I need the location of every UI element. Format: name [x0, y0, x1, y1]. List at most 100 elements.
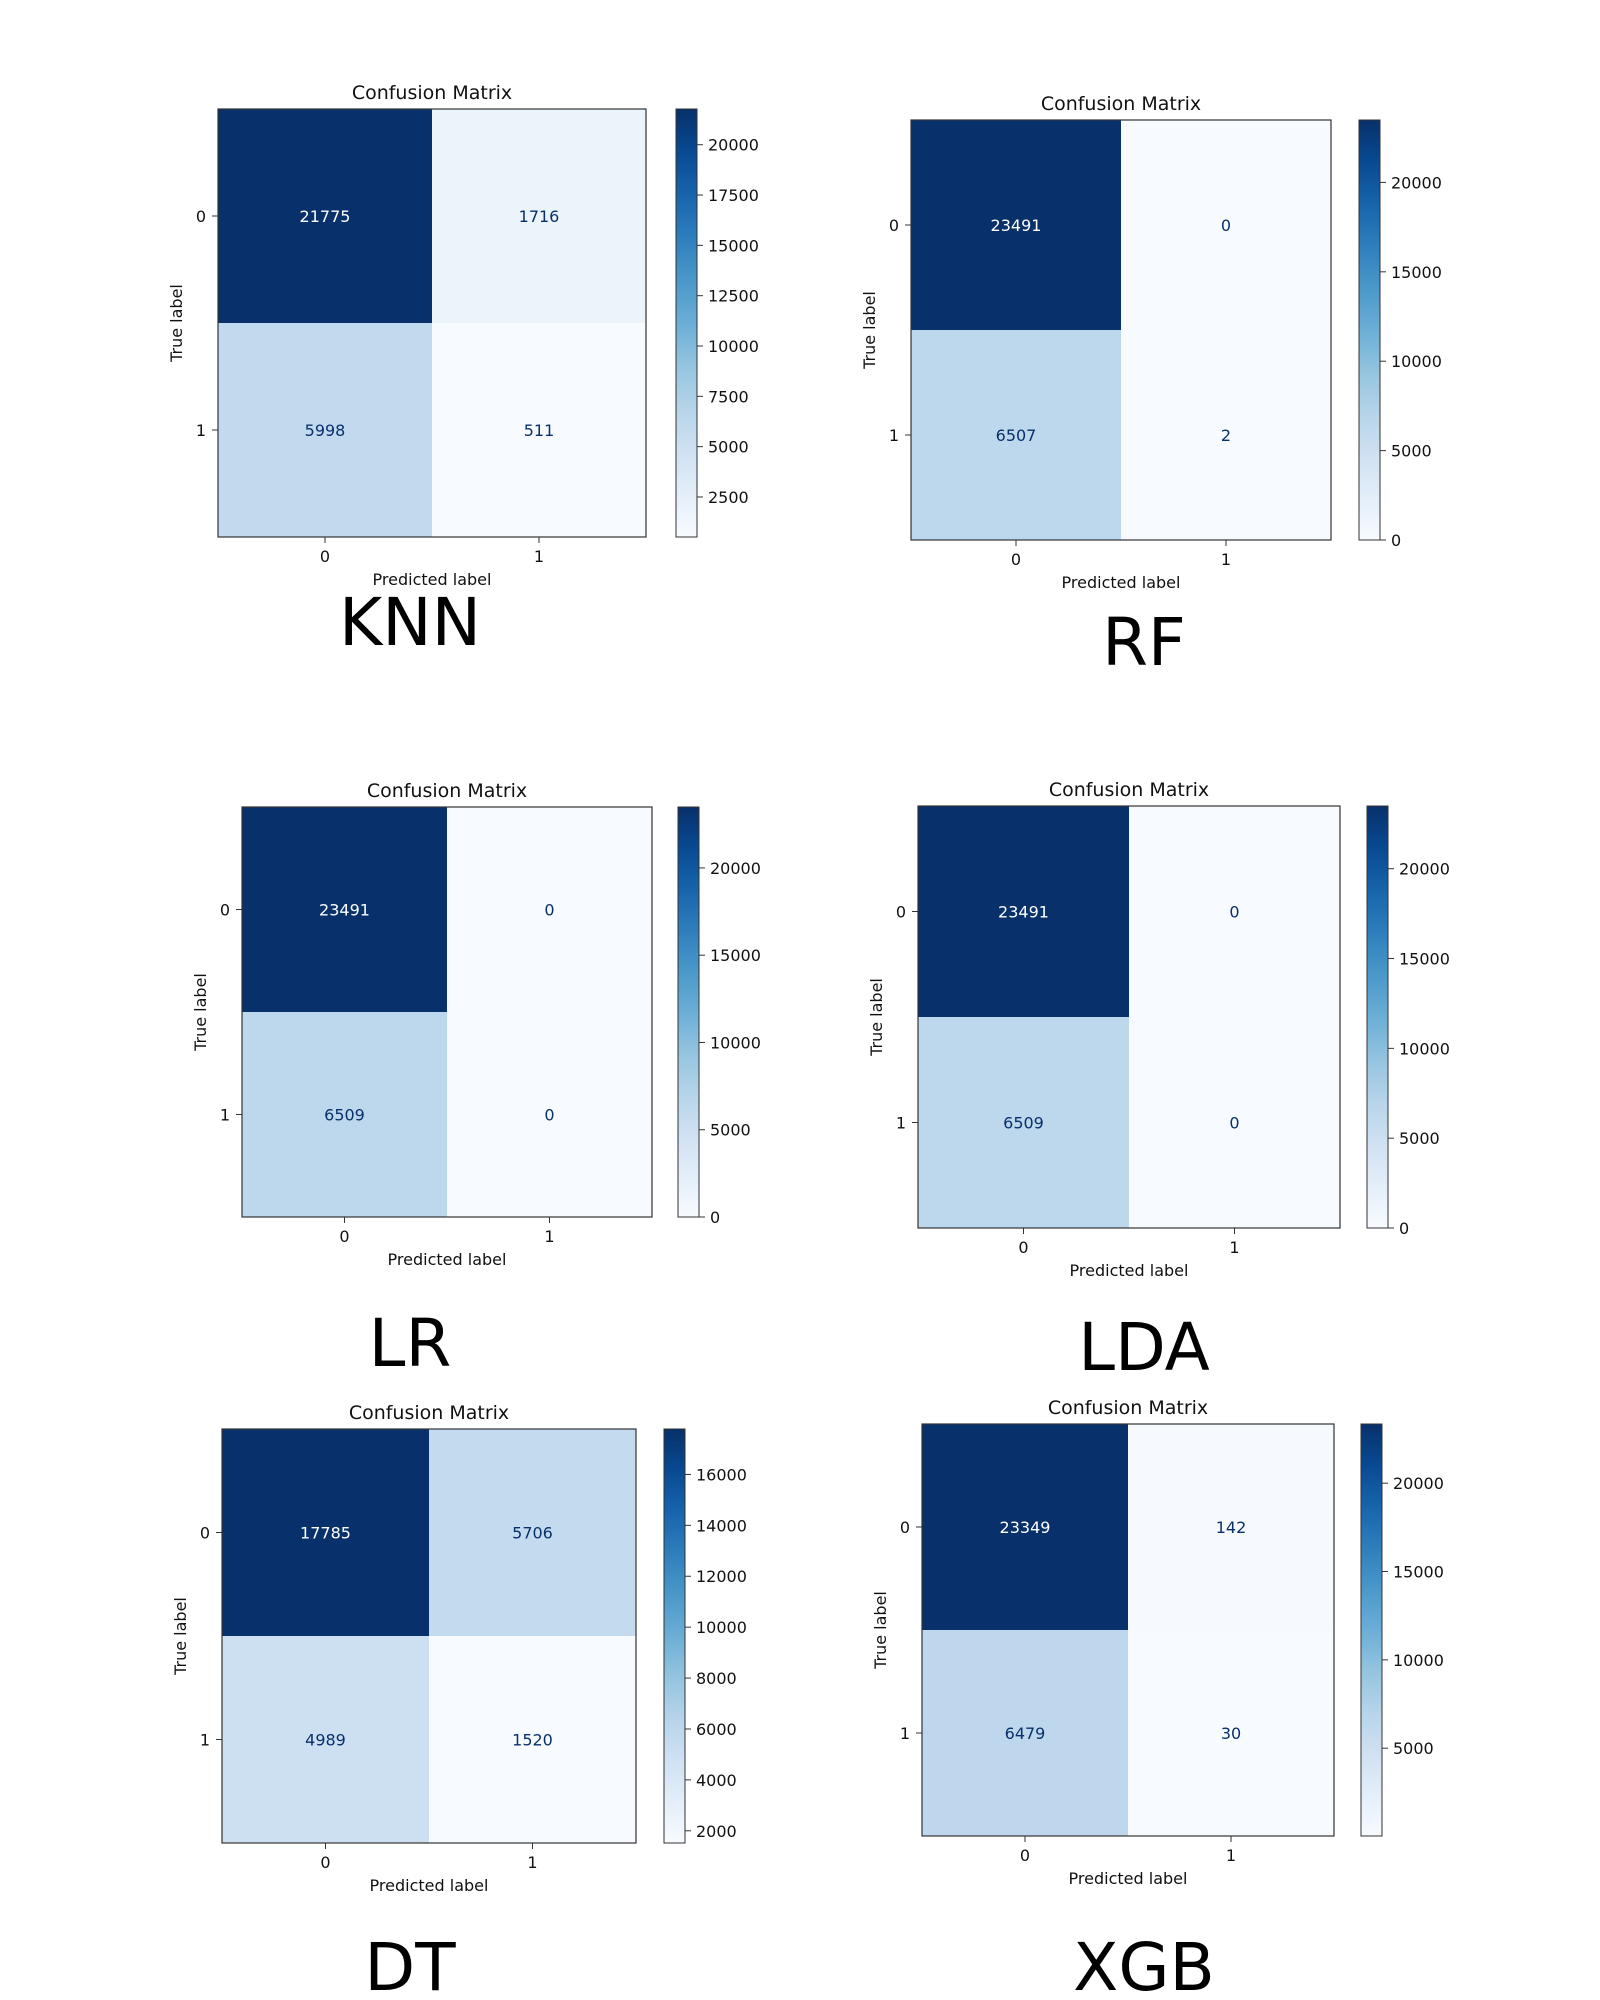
x-tick-label: 0 — [1011, 550, 1021, 569]
x-tick-label: 0 — [339, 1227, 349, 1246]
colorbar-tick-label: 5000 — [710, 1121, 751, 1140]
chart-xgb: Confusion Matrix 23349 142 6479 30 0 1 0 1 Predic… — [871, 1397, 1444, 2000]
colorbar-tick-label: 0 — [710, 1208, 720, 1227]
colorbar-tick-label: 15000 — [708, 236, 759, 255]
cell-value-label: 21775 — [300, 207, 351, 226]
x-tick-label: 0 — [320, 547, 330, 566]
chart-title: Confusion Matrix — [1049, 779, 1209, 801]
cell-value-label: 0 — [1229, 903, 1239, 922]
colorbar-tick-label: 20000 — [1399, 860, 1450, 879]
matrix-cell-1-1 — [1121, 330, 1331, 540]
x-axis-label: Predicted label — [370, 1876, 489, 1895]
model-name-label: XGB — [1073, 1929, 1215, 2000]
chart-lr: Confusion Matrix 23491 0 6509 0 0 1 0 1 Predicted… — [191, 780, 761, 1382]
chart-title: Confusion Matrix — [367, 780, 527, 802]
x-axis-label: Predicted label — [388, 1250, 507, 1269]
y-tick-label: 1 — [889, 426, 899, 445]
cell-value-label: 23349 — [1000, 1518, 1051, 1537]
matrix-cell-0-1 — [432, 109, 646, 323]
colorbar — [677, 806, 700, 1218]
colorbar-tick-label: 10000 — [696, 1618, 747, 1637]
colorbar-tick-label: 0 — [1391, 531, 1401, 550]
matrix-cell-1-0 — [222, 1636, 429, 1843]
matrix-cell-1-0 — [911, 330, 1121, 540]
x-tick-label: 0 — [320, 1853, 330, 1872]
colorbar-tick-label: 15000 — [710, 946, 761, 965]
matrix-cell-1-0 — [218, 323, 432, 537]
cell-value-label: 511 — [524, 421, 555, 440]
matrix-cell-0-1 — [1121, 120, 1331, 330]
matrix-cell-0-0 — [911, 120, 1121, 330]
colorbar-tick-label: 10000 — [1393, 1651, 1444, 1670]
y-tick-label: 0 — [200, 1524, 210, 1543]
matrix-cell-0-0 — [922, 1424, 1128, 1630]
matrix-frame — [241, 806, 653, 1218]
cell-value-label: 5706 — [512, 1524, 553, 1543]
cell-value-label: 4989 — [305, 1731, 346, 1750]
cell-value-label: 6507 — [996, 426, 1037, 445]
cell-value-label: 30 — [1221, 1724, 1241, 1743]
y-axis-label: True label — [860, 291, 879, 370]
colorbar-tick-label: 12500 — [708, 287, 759, 306]
x-tick-label: 0 — [1018, 1238, 1028, 1257]
x-tick-label: 1 — [534, 547, 544, 566]
colorbar-tick-label: 20000 — [1391, 173, 1442, 192]
colorbar-tick-label: 2000 — [696, 1822, 737, 1841]
y-tick-label: 1 — [900, 1724, 910, 1743]
matrix-cell-1-1 — [447, 1012, 652, 1217]
chart-title: Confusion Matrix — [1041, 93, 1201, 115]
x-tick-label: 1 — [1229, 1238, 1239, 1257]
colorbar-tick-label: 20000 — [1393, 1474, 1444, 1493]
chart-title: Confusion Matrix — [1048, 1397, 1208, 1419]
colorbar-tick-label: 17500 — [708, 186, 759, 205]
colorbar-tick-label: 16000 — [696, 1465, 747, 1484]
matrix-cell-1-0 — [922, 1630, 1128, 1836]
cell-value-label: 0 — [1229, 1114, 1239, 1133]
colorbar — [675, 108, 698, 538]
y-tick-label: 0 — [896, 903, 906, 922]
chart-knn: Confusion Matrix 21775 1716 5998 511 0 1 0 1 Pred… — [167, 82, 759, 661]
x-tick-label: 1 — [544, 1227, 554, 1246]
colorbar-tick-label: 5000 — [708, 438, 749, 457]
y-axis-label: True label — [191, 973, 210, 1052]
matrix-cell-0-1 — [447, 807, 652, 1012]
colorbar-tick-label: 15000 — [1393, 1563, 1444, 1582]
colorbar — [1358, 119, 1381, 541]
chart-dt: Confusion Matrix 17785 5706 4989 1520 0 1 0 1 Pre… — [171, 1402, 747, 2000]
colorbar-tick-label: 20000 — [710, 859, 761, 878]
model-name-label: DT — [364, 1929, 456, 2000]
colorbar-tick-label: 6000 — [696, 1720, 737, 1739]
y-axis-label: True label — [867, 978, 886, 1057]
colorbar — [663, 1428, 686, 1844]
matrix-cell-1-0 — [242, 1012, 447, 1217]
x-tick-label: 1 — [527, 1853, 537, 1872]
matrix-frame — [910, 119, 1332, 541]
matrix-frame — [217, 108, 647, 538]
y-axis-label: True label — [171, 1597, 190, 1676]
matrix-cell-1-1 — [432, 323, 646, 537]
cell-value-label: 2 — [1221, 426, 1231, 445]
cell-value-label: 1520 — [512, 1731, 553, 1750]
matrix-cell-0-1 — [1129, 806, 1340, 1017]
matrix-cell-1-1 — [1128, 1630, 1334, 1836]
matrix-cell-0-0 — [242, 807, 447, 1012]
colorbar-tick-label: 15000 — [1399, 950, 1450, 969]
cell-value-label: 23491 — [319, 901, 370, 920]
colorbar-tick-label: 5000 — [1393, 1739, 1434, 1758]
cell-value-label: 0 — [544, 901, 554, 920]
colorbar-tick-label: 10000 — [710, 1033, 761, 1052]
matrix-frame — [921, 1423, 1335, 1837]
x-axis-label: Predicted label — [1070, 1261, 1189, 1280]
x-axis-label: Predicted label — [373, 570, 492, 589]
model-name-label: RF — [1102, 604, 1186, 681]
cell-value-label: 6509 — [1003, 1114, 1044, 1133]
cell-value-label: 0 — [1221, 216, 1231, 235]
model-name-label: KNN — [339, 584, 481, 661]
x-tick-label: 0 — [1020, 1846, 1030, 1865]
matrix-cell-0-0 — [218, 109, 432, 323]
cell-value-label: 142 — [1216, 1518, 1247, 1537]
cell-value-label: 6509 — [324, 1106, 365, 1125]
y-axis-label: True label — [871, 1591, 890, 1670]
colorbar-tick-label: 4000 — [696, 1771, 737, 1790]
y-tick-label: 0 — [900, 1518, 910, 1537]
